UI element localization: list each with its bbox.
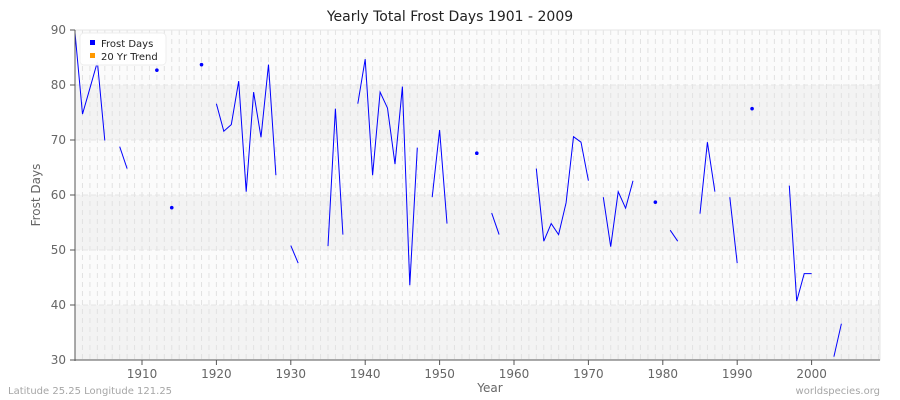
- svg-text:80: 80: [51, 78, 66, 92]
- svg-text:50: 50: [51, 243, 66, 257]
- svg-text:40: 40: [51, 298, 66, 312]
- svg-text:1990: 1990: [722, 367, 753, 381]
- axes: 30 40 50 60 70 80 90 1910 1920 1930 1940 1950 1960 19…: [51, 23, 880, 381]
- svg-text:1970: 1970: [573, 367, 604, 381]
- legend: Frost Days 20 Yr Trend: [79, 32, 167, 66]
- footer-coordinates: Latitude 25.25 Longitude 121.25: [8, 386, 172, 397]
- footer-source: worldspecies.org: [796, 386, 880, 397]
- svg-text:1940: 1940: [350, 367, 381, 381]
- legend-swatch-frost-days: [90, 40, 95, 45]
- svg-text:1920: 1920: [201, 367, 232, 381]
- svg-text:1950: 1950: [424, 367, 455, 381]
- legend-label-trend: 20 Yr Trend: [101, 52, 158, 63]
- svg-text:1960: 1960: [499, 367, 530, 381]
- svg-text:1930: 1930: [276, 367, 307, 381]
- svg-text:2000: 2000: [796, 367, 827, 381]
- x-axis-title: Year: [476, 381, 502, 395]
- svg-text:60: 60: [51, 188, 66, 202]
- svg-text:1980: 1980: [648, 367, 679, 381]
- y-axis-title: Frost Days: [29, 164, 43, 227]
- svg-text:1910: 1910: [127, 367, 158, 381]
- legend-label-frost-days: Frost Days: [101, 39, 153, 50]
- chart-title: Yearly Total Frost Days 1901 - 2009: [326, 9, 573, 25]
- svg-text:30: 30: [51, 353, 66, 367]
- svg-text:70: 70: [51, 133, 66, 147]
- legend-swatch-trend: [90, 53, 95, 58]
- svg-text:90: 90: [51, 23, 66, 37]
- frost-days-series: [74, 32, 842, 357]
